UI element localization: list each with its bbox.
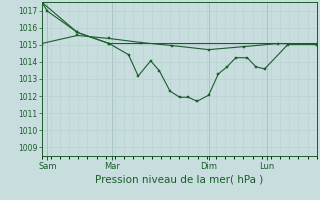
X-axis label: Pression niveau de la mer( hPa ): Pression niveau de la mer( hPa )	[95, 175, 263, 185]
